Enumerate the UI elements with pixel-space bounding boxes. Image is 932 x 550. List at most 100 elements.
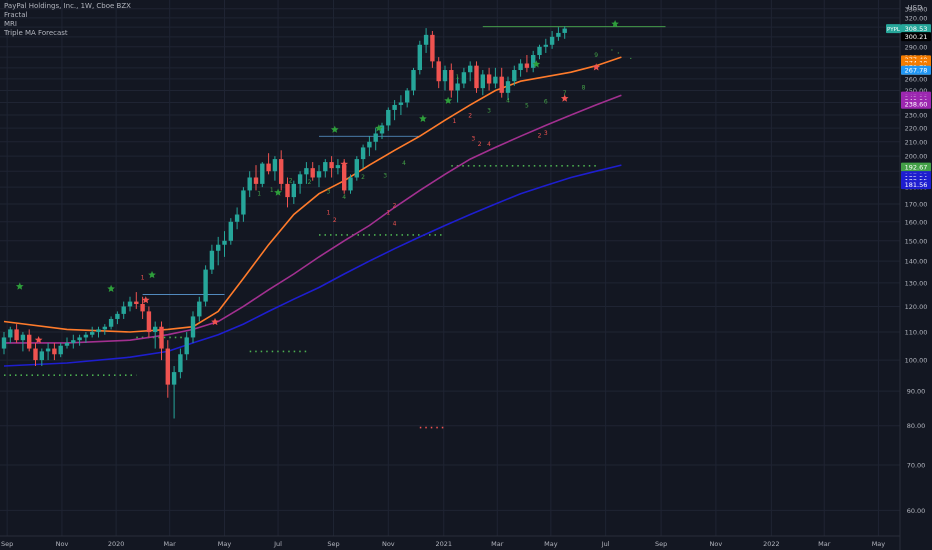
candle-body[interactable] bbox=[140, 304, 145, 312]
candle-body[interactable] bbox=[39, 351, 44, 361]
candle-body[interactable] bbox=[449, 70, 454, 91]
candle-body[interactable] bbox=[115, 313, 120, 319]
time-tick-label: 2021 bbox=[435, 540, 452, 548]
candle-body[interactable] bbox=[518, 63, 523, 71]
candle-body[interactable] bbox=[468, 65, 473, 73]
candle-body[interactable] bbox=[455, 83, 460, 91]
candle-body[interactable] bbox=[272, 159, 278, 172]
candle-body[interactable] bbox=[556, 32, 561, 37]
candle-body[interactable] bbox=[96, 329, 101, 333]
candle-body[interactable] bbox=[178, 354, 183, 373]
candle-body[interactable] bbox=[216, 244, 221, 251]
candle-body[interactable] bbox=[77, 337, 82, 341]
candle-body[interactable] bbox=[222, 240, 227, 245]
candle-body[interactable] bbox=[234, 214, 240, 222]
candle-body[interactable] bbox=[134, 301, 139, 305]
candle-body[interactable] bbox=[316, 171, 322, 178]
candle-body[interactable] bbox=[531, 55, 536, 68]
fractal-up-star-icon bbox=[532, 60, 541, 68]
candle-body[interactable] bbox=[436, 61, 441, 82]
candle-body[interactable] bbox=[52, 348, 57, 355]
candle-body[interactable] bbox=[184, 337, 189, 355]
candle-body[interactable] bbox=[247, 177, 252, 191]
candle-body[interactable] bbox=[304, 168, 309, 175]
candle-body[interactable] bbox=[8, 329, 13, 338]
candle-body[interactable] bbox=[367, 141, 372, 148]
indicator-mri[interactable]: MRI bbox=[4, 20, 17, 28]
candle-body[interactable] bbox=[228, 221, 233, 241]
candle-body[interactable] bbox=[209, 250, 215, 270]
candle-body[interactable] bbox=[405, 90, 410, 103]
candle-body[interactable] bbox=[127, 301, 133, 307]
candle-body[interactable] bbox=[512, 70, 517, 82]
candle-body[interactable] bbox=[190, 316, 196, 338]
candle-body[interactable] bbox=[27, 334, 32, 349]
candle-body[interactable] bbox=[33, 348, 38, 361]
candle-body[interactable] bbox=[417, 44, 422, 71]
forecast-mark: · bbox=[629, 54, 632, 64]
candle-body[interactable] bbox=[505, 81, 511, 93]
candle-body[interactable] bbox=[524, 63, 530, 68]
candle-body[interactable] bbox=[171, 372, 177, 385]
candle-body[interactable] bbox=[386, 109, 391, 126]
candle-body[interactable] bbox=[562, 28, 567, 33]
candle-body[interactable] bbox=[442, 70, 448, 82]
candle-body[interactable] bbox=[1, 337, 7, 349]
candle-body[interactable] bbox=[279, 159, 284, 184]
candle-body[interactable] bbox=[392, 104, 397, 110]
candle-body[interactable] bbox=[329, 162, 334, 169]
candle-body[interactable] bbox=[543, 44, 548, 47]
candle-body[interactable] bbox=[430, 34, 435, 62]
candle-body[interactable] bbox=[335, 165, 341, 169]
candle-body[interactable] bbox=[241, 190, 246, 215]
candle-body[interactable] bbox=[342, 165, 347, 191]
candle-body[interactable] bbox=[379, 125, 385, 134]
candle-body[interactable] bbox=[360, 147, 366, 160]
candle-body[interactable] bbox=[310, 168, 315, 178]
candle-body[interactable] bbox=[285, 183, 290, 198]
candle-body[interactable] bbox=[411, 70, 416, 91]
candle-body[interactable] bbox=[159, 326, 164, 349]
candle-body[interactable] bbox=[480, 74, 485, 89]
candle-body[interactable] bbox=[297, 174, 303, 184]
candle-body[interactable] bbox=[291, 183, 296, 198]
candle-body[interactable] bbox=[121, 306, 126, 314]
candle-body[interactable] bbox=[14, 329, 19, 341]
candle-body[interactable] bbox=[549, 36, 555, 45]
candle-body[interactable] bbox=[197, 301, 202, 317]
candle-body[interactable] bbox=[253, 177, 259, 184]
candle-body[interactable] bbox=[266, 163, 271, 172]
candle-body[interactable] bbox=[348, 177, 353, 191]
price-tick-label: 210.00 bbox=[905, 138, 928, 146]
candle-body[interactable] bbox=[486, 74, 492, 84]
candle-body[interactable] bbox=[108, 318, 114, 327]
candle-body[interactable] bbox=[102, 326, 107, 330]
candle-body[interactable] bbox=[71, 340, 76, 343]
candle-body[interactable] bbox=[58, 345, 63, 355]
candle-body[interactable] bbox=[260, 163, 265, 184]
candle-body[interactable] bbox=[493, 76, 498, 84]
candle-body[interactable] bbox=[83, 334, 89, 338]
candle-body[interactable] bbox=[20, 334, 26, 341]
candle-body[interactable] bbox=[323, 162, 328, 172]
indicator-fractal[interactable]: Fractal bbox=[4, 11, 28, 19]
candle-body[interactable] bbox=[461, 72, 467, 84]
candle-body[interactable] bbox=[474, 65, 479, 89]
candle-body[interactable] bbox=[373, 133, 378, 142]
candle-body[interactable] bbox=[90, 332, 95, 335]
candle-body[interactable] bbox=[165, 348, 170, 385]
mri-count-label: 1 bbox=[257, 190, 261, 197]
candle-body[interactable] bbox=[499, 76, 504, 93]
candle-body[interactable] bbox=[423, 34, 429, 45]
candle-body[interactable] bbox=[203, 269, 208, 302]
candle-body[interactable] bbox=[398, 102, 404, 105]
candle-body[interactable] bbox=[45, 348, 51, 352]
candle-body[interactable] bbox=[153, 326, 158, 333]
candle-body[interactable] bbox=[146, 311, 152, 333]
candle-body[interactable] bbox=[64, 342, 70, 346]
indicator-triple-ma[interactable]: Triple MA Forecast bbox=[4, 29, 68, 37]
candle-body[interactable] bbox=[354, 159, 359, 178]
candle-body[interactable] bbox=[537, 46, 542, 56]
